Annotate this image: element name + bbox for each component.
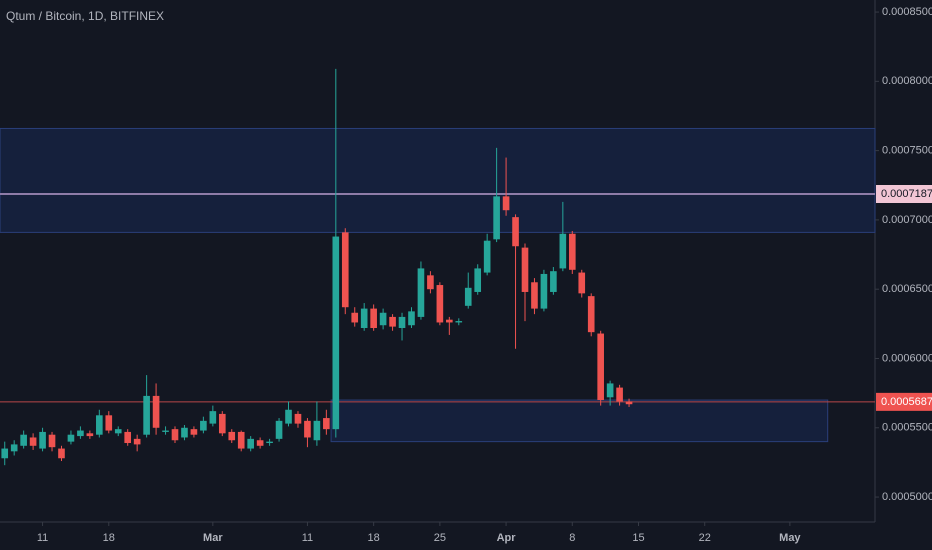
- candle-body: [200, 420, 207, 431]
- candle-body: [1, 448, 9, 459]
- x-tick-label: Apr: [497, 532, 517, 544]
- y-tick-label: 0.0005000: [882, 491, 932, 503]
- zone: [330, 399, 829, 443]
- candle-body: [625, 401, 633, 405]
- candle-body: [474, 268, 482, 292]
- y-tick-label: 0.0008500: [882, 6, 932, 18]
- x-tick-label: 11: [37, 532, 48, 544]
- candle-body: [455, 321, 463, 323]
- candle-body: [323, 418, 330, 430]
- x-tick-label: 8: [569, 532, 575, 544]
- candle-body: [247, 438, 254, 449]
- y-tick-label: 0.0008000: [882, 75, 932, 87]
- candle-body: [389, 316, 396, 327]
- candle-body: [341, 232, 349, 308]
- candle-body: [493, 196, 500, 240]
- candle-body: [266, 441, 273, 444]
- candle-body: [417, 268, 425, 317]
- y-tick-label: 0.0005500: [882, 422, 932, 434]
- candle-body: [578, 272, 586, 294]
- x-tick-label: 18: [368, 532, 380, 544]
- candle-body: [559, 233, 567, 269]
- candle-body: [218, 413, 226, 434]
- candle-body: [256, 440, 264, 446]
- candle-body: [10, 444, 18, 452]
- candle-body: [483, 240, 491, 273]
- candle-body: [464, 287, 472, 306]
- candle-body: [285, 409, 292, 424]
- candle-body: [531, 282, 538, 309]
- candle-body: [86, 433, 94, 437]
- candle-body: [304, 420, 311, 438]
- candle-body: [237, 431, 245, 449]
- candle-body: [313, 420, 321, 441]
- candle-body: [133, 438, 141, 445]
- candle-body: [39, 431, 46, 449]
- zone: [0, 127, 876, 233]
- candle-body: [20, 434, 27, 446]
- candle-body: [597, 333, 604, 401]
- candle-body: [540, 273, 548, 309]
- candle-body: [360, 308, 368, 328]
- price-label-box: [876, 185, 932, 204]
- x-tick-label: 15: [632, 532, 644, 544]
- candle-body: [512, 217, 519, 247]
- candle-body: [568, 233, 576, 270]
- x-tick-label: Mar: [203, 532, 223, 544]
- price-label: 0.0007187: [881, 188, 932, 200]
- x-tick-label: 22: [699, 532, 711, 544]
- y-tick-label: 0.0007500: [882, 145, 932, 157]
- candle-body: [105, 415, 113, 431]
- x-tick-label: May: [779, 532, 801, 544]
- x-tick-label: 25: [434, 532, 446, 544]
- candle-body: [67, 434, 75, 442]
- candle-body: [114, 429, 122, 434]
- price-label-box: [876, 392, 932, 411]
- candle-body: [96, 415, 103, 435]
- candle-body: [77, 430, 84, 437]
- candle-body: [181, 427, 188, 438]
- candle-body: [228, 431, 236, 441]
- candle-body: [351, 312, 359, 323]
- candle-body: [446, 319, 453, 323]
- price-label: 0.0005687: [881, 396, 932, 408]
- candle-body: [275, 420, 283, 439]
- candle-body: [502, 196, 510, 211]
- candle-body: [332, 236, 340, 430]
- candle-body: [521, 247, 529, 292]
- chart-title: Qtum / Bitcoin, 1D, BITFINEX: [6, 9, 164, 23]
- candle-body: [29, 437, 37, 446]
- x-tick-label: 18: [103, 532, 115, 544]
- y-tick-label: 0.0007000: [882, 214, 932, 226]
- candle-body: [143, 395, 150, 435]
- candle-body: [427, 275, 434, 290]
- candle-body: [370, 308, 377, 328]
- candle-body: [58, 448, 65, 459]
- candle-body: [379, 312, 387, 326]
- candle-body: [436, 285, 444, 323]
- candle-body: [616, 387, 623, 402]
- candle-body: [587, 296, 595, 333]
- candle-body: [48, 434, 56, 448]
- candle-body: [398, 316, 406, 328]
- candle-body: [209, 411, 217, 424]
- candle-body: [124, 431, 132, 444]
- candle-body: [190, 429, 198, 435]
- y-tick-label: 0.0006500: [882, 283, 932, 295]
- candle-body: [162, 430, 169, 432]
- y-tick-label: 0.0006000: [882, 352, 932, 364]
- x-tick-label: 11: [302, 532, 313, 544]
- candle-body: [171, 429, 179, 441]
- candle-body: [152, 395, 160, 428]
- candle-body: [550, 271, 557, 292]
- candle-body: [408, 311, 415, 326]
- candle-body: [606, 383, 614, 398]
- candle-body: [294, 413, 302, 424]
